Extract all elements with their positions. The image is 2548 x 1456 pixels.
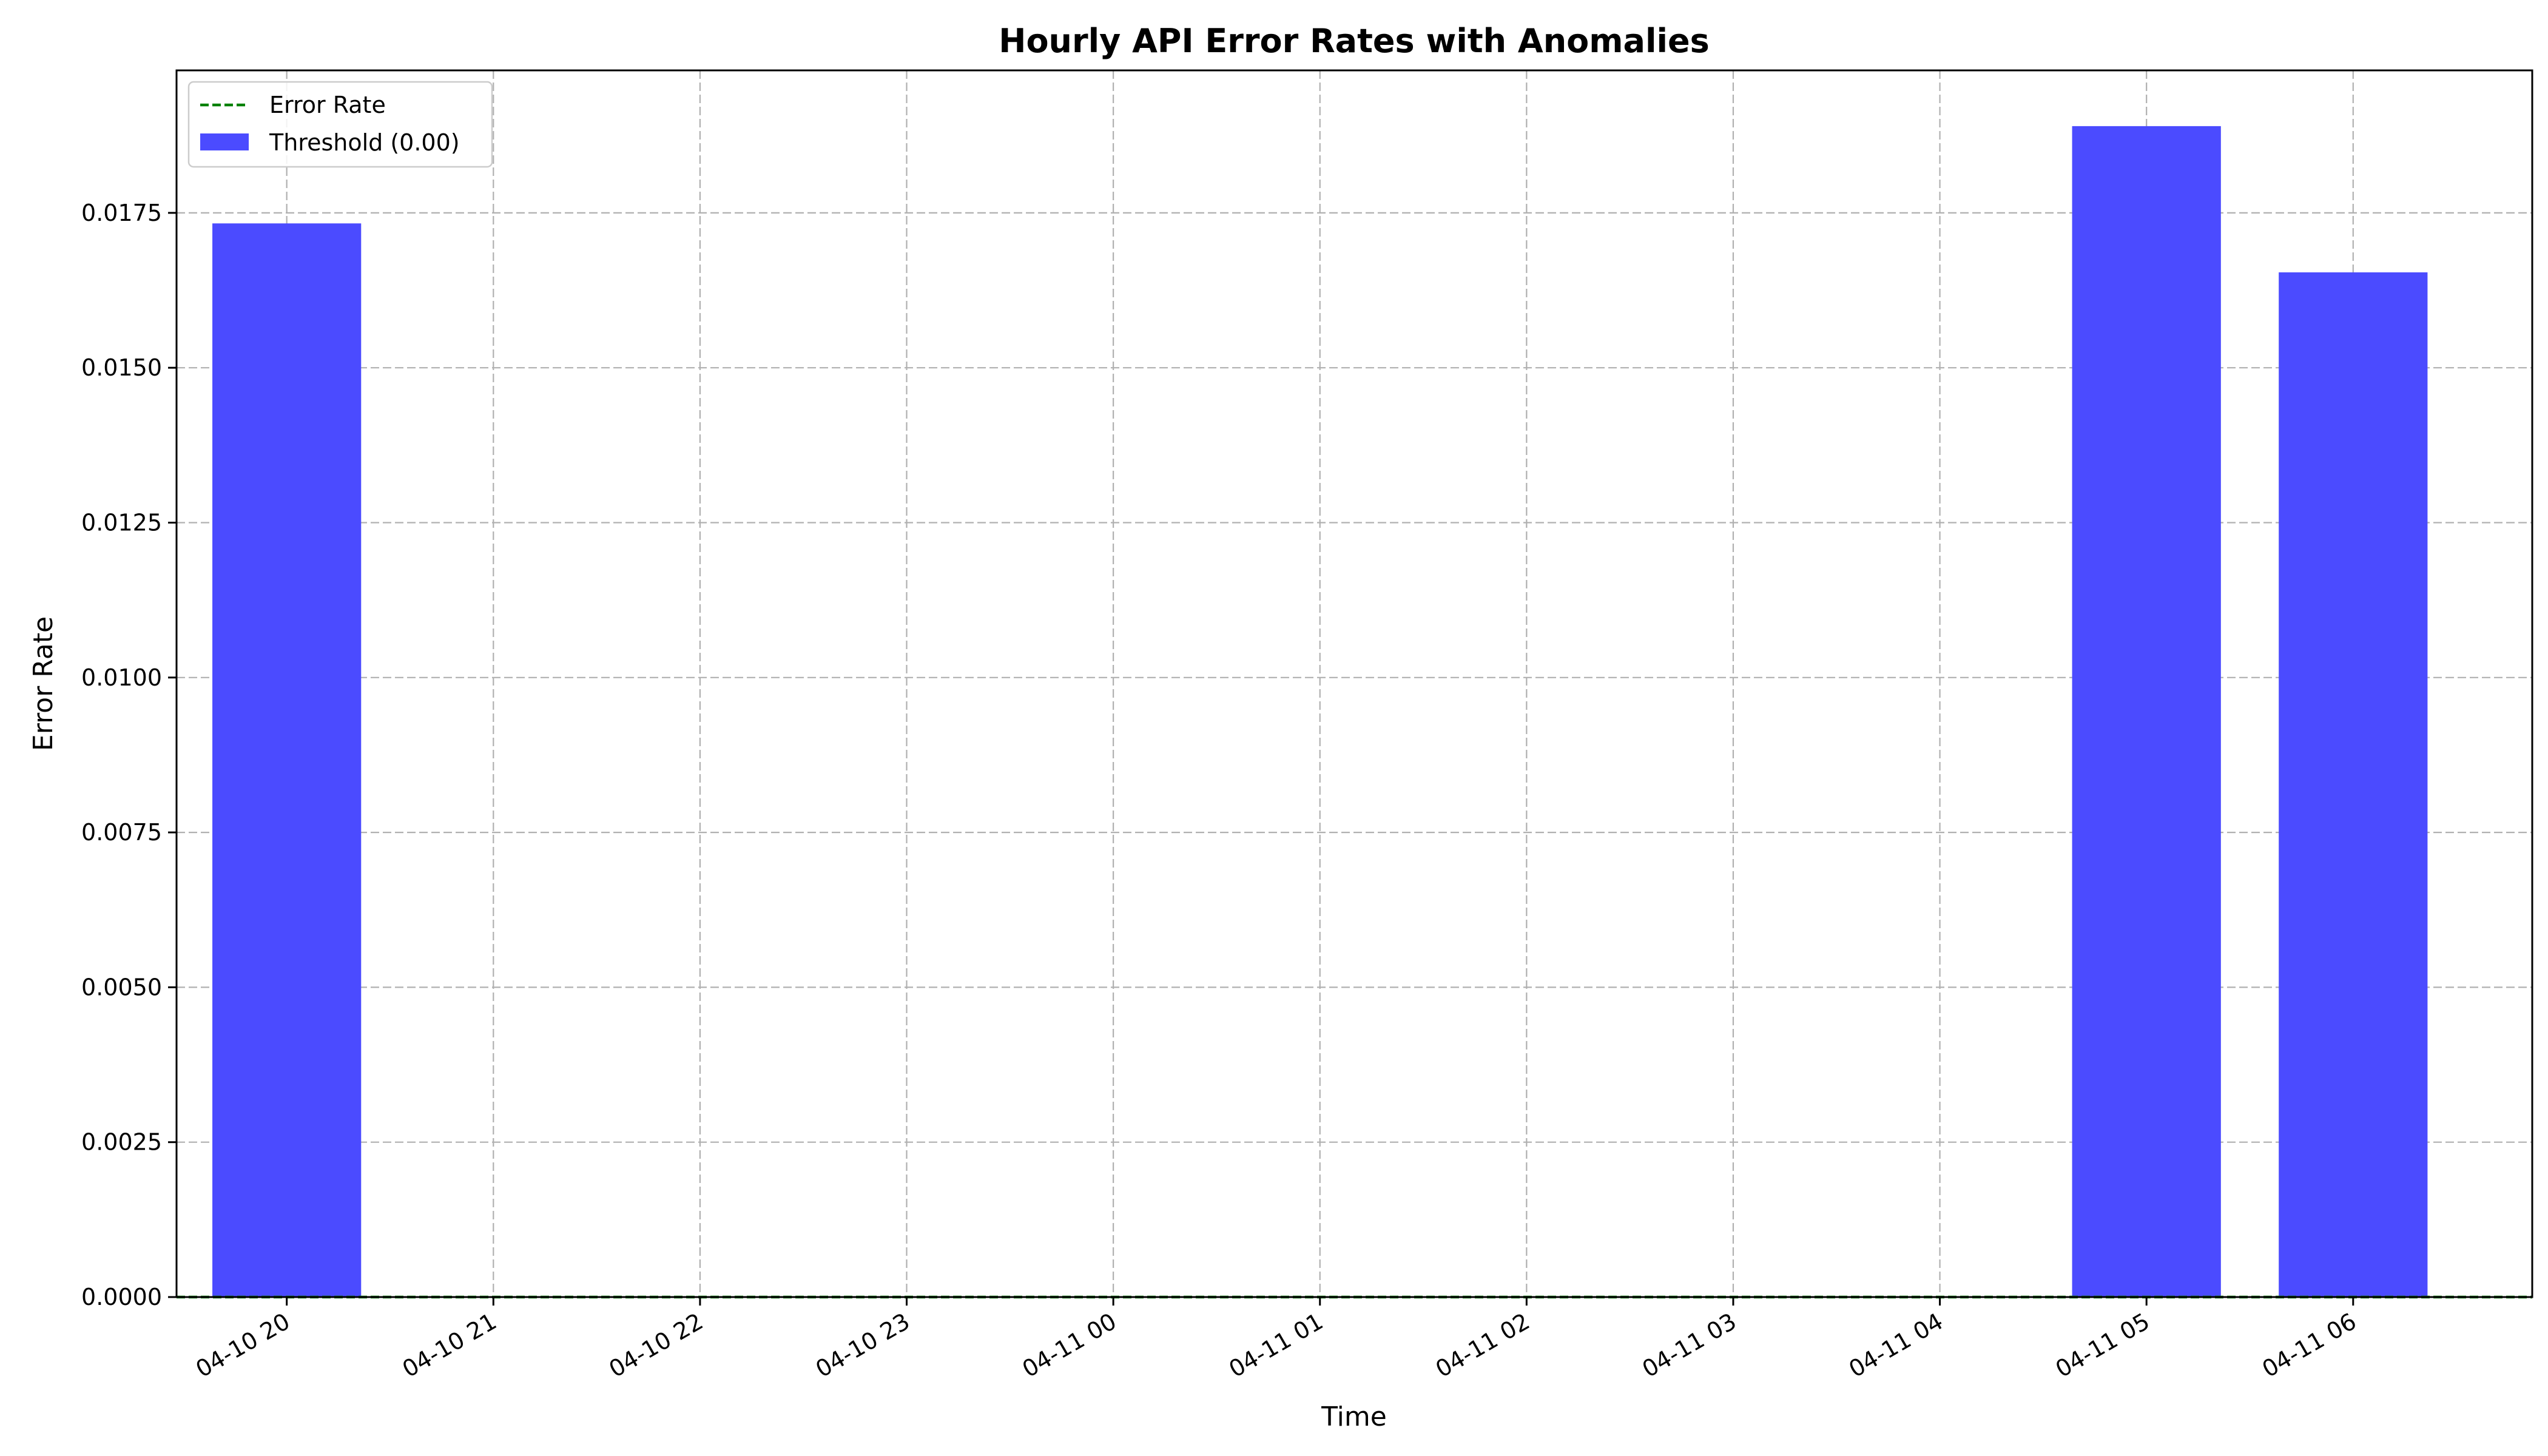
y-axis-label: Error Rate xyxy=(28,616,59,751)
y-tick-label: 0.0150 xyxy=(81,354,162,381)
x-axis-label: Time xyxy=(1321,1401,1387,1432)
threshold-bar xyxy=(2072,126,2221,1298)
y-tick-label: 0.0125 xyxy=(81,509,162,536)
legend-error-rate-label: Error Rate xyxy=(269,92,386,118)
legend-box xyxy=(187,81,493,168)
y-tick-label: 0.0075 xyxy=(81,819,162,846)
plot-frame xyxy=(175,69,2533,1298)
legend-threshold-label: Threshold (0.00) xyxy=(269,129,460,156)
chart-title: Hourly API Error Rates with Anomalies xyxy=(999,22,1710,60)
threshold-bar xyxy=(212,223,362,1297)
legend-threshold-swatch xyxy=(200,133,249,150)
y-tick-label: 0.0175 xyxy=(81,200,162,226)
y-tick-label: 0.0025 xyxy=(81,1129,162,1156)
y-tick-label: 0.0000 xyxy=(81,1284,162,1310)
y-tick-label: 0.0050 xyxy=(81,974,162,1000)
y-tick-label: 0.0100 xyxy=(81,664,162,691)
y-axis: 0.0000 0.0025 0.0050 0.0075 0.0100 0.0125 0.01… xyxy=(81,200,177,1310)
bars xyxy=(212,126,2428,1298)
grid xyxy=(177,70,2532,1298)
threshold-bar xyxy=(2279,272,2428,1297)
legend: Error Rate Threshold (0.00) xyxy=(187,81,493,168)
